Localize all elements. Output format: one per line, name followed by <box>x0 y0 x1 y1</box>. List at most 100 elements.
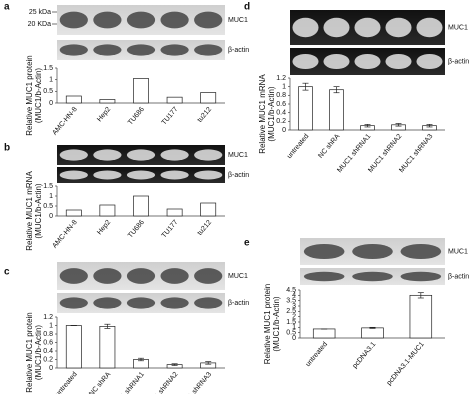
blot-band <box>194 44 223 56</box>
x-tick-label: pcDNA3.1-MUC1 <box>386 341 426 387</box>
x-tick-label: TU686 <box>127 219 146 240</box>
y-tick-label: 0.6 <box>43 339 53 346</box>
blot-band <box>93 11 122 29</box>
x-tick-label: MUC1 shRNA1 <box>110 371 146 394</box>
y-tick-label: 0 <box>282 127 286 134</box>
y-tick-label: 1.5 <box>43 65 53 72</box>
error-bar <box>205 361 212 365</box>
x-tick-label: NC shRA <box>88 371 112 394</box>
error-bar <box>104 323 111 329</box>
blot-label: β-actin <box>448 273 469 280</box>
panel-label: c <box>4 267 10 278</box>
x-tick-label: NC shRA <box>317 133 341 160</box>
blot-band <box>93 170 122 180</box>
blot-band <box>160 149 189 161</box>
y-tick-label: 2 <box>292 314 296 321</box>
x-tick-label: tu212 <box>197 106 214 124</box>
plot-bg <box>290 76 445 130</box>
x-tick-label: untreated <box>54 371 78 394</box>
x-tick-label: untreated <box>305 341 329 368</box>
blot-label: β-actin <box>228 172 249 179</box>
blot-band <box>59 297 88 309</box>
y-tick-label: 1 <box>282 84 286 91</box>
y-tick-label: 0.8 <box>43 331 53 338</box>
blot-band <box>160 44 189 56</box>
y-tick-label: 0.5 <box>43 88 53 95</box>
x-tick-label: AMC-HN-8 <box>51 106 78 137</box>
error-bar <box>395 123 402 127</box>
y-tick-label: 0.2 <box>43 356 53 363</box>
y-tick-label: 1 <box>49 322 53 329</box>
blot-label: MUC1 <box>228 273 248 280</box>
blot-band <box>93 268 122 284</box>
blot-band <box>352 243 393 260</box>
blot-band <box>194 11 223 29</box>
blot-band <box>126 44 156 56</box>
y-tick-label: 1 <box>49 77 53 84</box>
blot-band <box>400 243 442 260</box>
y-axis-label: Relative MUC1 mRNA <box>25 171 34 251</box>
bar <box>65 95 82 104</box>
blot-band <box>194 268 223 284</box>
x-tick-label: pcDNA3.1 <box>352 341 378 370</box>
bar <box>65 325 82 369</box>
blot-band <box>59 268 88 284</box>
blot-band <box>93 149 122 161</box>
y-axis-label: (MUC1/b-Actin) <box>34 183 43 238</box>
blot-band <box>126 297 156 309</box>
panel-label: b <box>4 143 10 154</box>
y-tick-label: 1 <box>292 324 296 331</box>
blot-band <box>160 297 189 309</box>
y-axis-label: (MUC1/b-Actin) <box>34 325 43 380</box>
error-bar <box>333 86 340 94</box>
y-tick-label: 0.6 <box>276 101 286 108</box>
x-tick-label: Hep2 <box>96 219 112 236</box>
blot-band <box>59 44 88 56</box>
y-tick-label: 1.5 <box>286 319 296 326</box>
y-tick-label: 1.5 <box>43 183 53 190</box>
y-axis-label: (MUC1/b-Actin) <box>34 68 43 123</box>
x-tick-label: MUC1 shRNA1 <box>336 133 372 174</box>
error-bar <box>426 124 433 128</box>
blot-band <box>416 53 443 70</box>
bar <box>99 99 116 104</box>
bar <box>166 96 183 104</box>
blot-label: MUC1 <box>228 152 248 159</box>
bar <box>200 202 217 217</box>
blot-band <box>160 268 189 284</box>
y-tick-label: 3 <box>292 303 296 310</box>
blot-band <box>292 17 319 38</box>
y-axis-label: (MUC1/b-Actin) <box>267 86 276 141</box>
error-bar <box>417 292 424 299</box>
y-tick-label: 4 <box>292 292 296 299</box>
blot-band <box>400 271 442 282</box>
blot-label: β-actin <box>228 47 249 54</box>
blot-label: β-actin <box>448 58 469 65</box>
x-tick-label: tu212 <box>197 219 214 237</box>
blot-band <box>323 17 350 38</box>
bar <box>409 294 433 339</box>
bar <box>200 92 217 104</box>
error-bar <box>138 357 144 362</box>
blot-band <box>352 271 393 282</box>
y-axis-label: Relative MUC1 protein <box>263 284 272 364</box>
blot-band <box>303 243 345 260</box>
blot-band <box>59 11 88 29</box>
error-bar <box>302 82 309 91</box>
blot-band <box>194 149 223 161</box>
panel-label: d <box>244 2 250 13</box>
panel-label: e <box>244 238 250 249</box>
y-tick-label: 0 <box>49 100 53 107</box>
blot-band <box>416 17 443 38</box>
y-tick-label: 2.5 <box>286 308 296 315</box>
error-bar <box>364 124 371 128</box>
y-tick-label: 1.2 <box>276 75 286 82</box>
bar <box>99 326 116 369</box>
x-tick-label: MUC1 shRNA3 <box>177 371 213 394</box>
x-tick-label: MUC1 shRNA3 <box>398 133 434 174</box>
y-tick-label: 0.4 <box>276 110 286 117</box>
blot-band <box>126 268 156 284</box>
y-tick-label: 1.2 <box>43 314 53 321</box>
blot-band <box>385 53 412 70</box>
